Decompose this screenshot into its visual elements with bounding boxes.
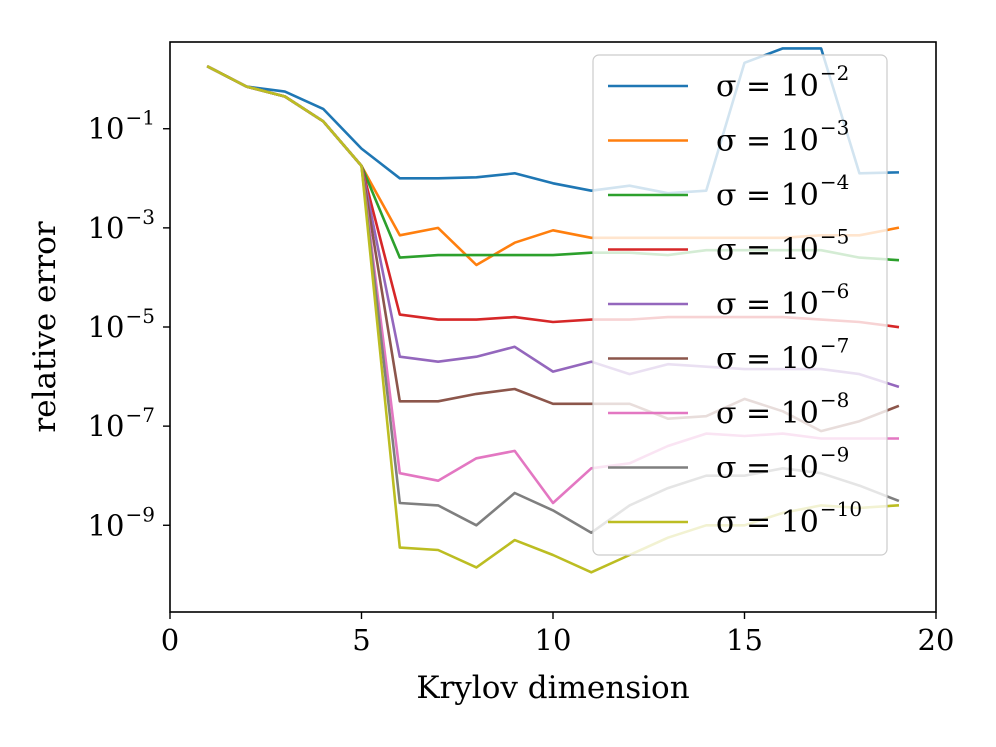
x-tick-label: 5 <box>352 623 370 657</box>
y-tick-exponent: −3 <box>126 205 155 229</box>
y-tick-exponent: −9 <box>126 502 155 526</box>
series-line-0 <box>206 47 900 195</box>
legend-label-5: σ = 10 <box>716 342 819 377</box>
legend-box <box>592 54 888 556</box>
legend-label-0: σ = 10 <box>716 69 819 104</box>
y-tick-base: 10 <box>88 211 125 245</box>
x-tick-label: 20 <box>918 623 955 657</box>
y-tick-exponent: −1 <box>126 106 155 130</box>
legend-exponent-1: −3 <box>820 116 849 140</box>
legend: σ = 10 −2σ = 10 −3σ = 10 −4σ = 10 −5σ = 10 −6… <box>592 54 888 556</box>
legend-label-8: σ = 10 <box>716 505 819 540</box>
y-axis: −110−310−510−710−910 <box>88 106 170 542</box>
y-tick-base: 10 <box>88 310 125 344</box>
x-axis-label: Krylov dimension <box>416 670 689 706</box>
legend-label-6: σ = 10 <box>716 396 819 431</box>
legend-exponent-8: −10 <box>820 497 862 521</box>
y-tick-exponent: −5 <box>126 304 155 328</box>
y-tick-base: 10 <box>88 409 125 443</box>
legend-label-7: σ = 10 <box>716 451 819 486</box>
legend-exponent-5: −7 <box>820 334 849 358</box>
legend-exponent-7: −9 <box>820 443 849 467</box>
legend-label-3: σ = 10 <box>716 233 819 268</box>
legend-exponent-6: −8 <box>820 388 849 412</box>
legend-exponent-2: −4 <box>820 170 849 194</box>
legend-label-2: σ = 10 <box>716 178 819 213</box>
y-tick-base: 10 <box>88 112 125 146</box>
x-tick-label: 0 <box>161 623 179 657</box>
y-tick-base: 10 <box>88 508 125 542</box>
legend-exponent-3: −5 <box>820 225 849 249</box>
legend-exponent-4: −6 <box>820 279 849 303</box>
y-axis-label: relative error <box>27 221 63 432</box>
legend-label-1: σ = 10 <box>716 124 819 159</box>
legend-label-4: σ = 10 <box>716 287 819 322</box>
legend-exponent-0: −2 <box>820 61 849 85</box>
x-axis: 0 5 10 15 20 <box>161 612 955 657</box>
x-tick-label: 15 <box>726 623 763 657</box>
x-tick-label: 10 <box>535 623 572 657</box>
y-tick-exponent: −7 <box>126 403 155 427</box>
